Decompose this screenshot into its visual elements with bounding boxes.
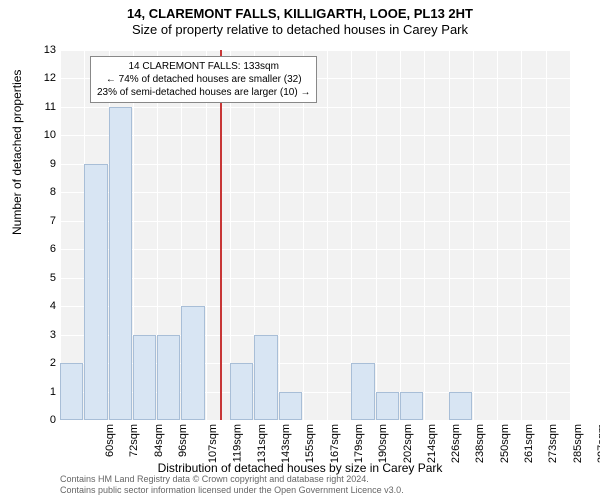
gridline-v: [206, 50, 207, 420]
x-tick-label: 72sqm: [128, 424, 140, 457]
histogram-bar: [279, 392, 302, 420]
gridline-h: [60, 107, 570, 108]
gridline-v: [303, 50, 304, 420]
histogram-bar: [109, 107, 132, 420]
gridline-v: [473, 50, 474, 420]
annot-line3: 23% of semi-detached houses are larger (…: [97, 86, 310, 99]
chart-subtitle: Size of property relative to detached ho…: [0, 22, 600, 37]
x-tick-label: 190sqm: [377, 424, 389, 463]
y-tick-label: 1: [50, 386, 56, 398]
histogram-bar: [157, 335, 180, 420]
y-tick-label: 6: [50, 243, 56, 255]
gridline-h: [60, 306, 570, 307]
footer-line1: Contains HM Land Registry data © Crown c…: [60, 474, 404, 485]
gridline-h: [60, 420, 570, 421]
gridline-v: [279, 50, 280, 420]
gridline-h: [60, 164, 570, 165]
y-tick-label: 12: [44, 72, 56, 84]
gridline-v: [521, 50, 522, 420]
property-marker-line: [220, 50, 222, 420]
histogram-bar: [60, 363, 83, 420]
annot-line2: ← 74% of detached houses are smaller (32…: [97, 73, 310, 86]
gridline-h: [60, 192, 570, 193]
x-tick-label: 285sqm: [572, 424, 584, 463]
x-tick-label: 84sqm: [153, 424, 165, 457]
histogram-bar: [254, 335, 277, 420]
gridline-h: [60, 135, 570, 136]
histogram-bar: [449, 392, 472, 420]
y-tick-label: 13: [44, 44, 56, 56]
gridline-v: [449, 50, 450, 420]
gridline-h: [60, 221, 570, 222]
x-tick-label: 167sqm: [329, 424, 341, 463]
gridline-h: [60, 278, 570, 279]
y-tick-label: 0: [50, 414, 56, 426]
y-tick-label: 4: [50, 300, 56, 312]
y-tick-label: 10: [44, 129, 56, 141]
histogram-bar: [400, 392, 423, 420]
gridline-v: [497, 50, 498, 420]
x-tick-label: 155sqm: [305, 424, 317, 463]
gridline-v: [424, 50, 425, 420]
x-tick-label: 226sqm: [450, 424, 462, 463]
x-tick-label: 143sqm: [280, 424, 292, 463]
histogram-bar: [181, 306, 204, 420]
histogram-bar: [376, 392, 399, 420]
plot-area: [60, 50, 570, 420]
gridline-v: [570, 50, 571, 420]
x-tick-label: 250sqm: [499, 424, 511, 463]
footer-attribution: Contains HM Land Registry data © Crown c…: [60, 474, 404, 496]
annotation-box: 14 CLAREMONT FALLS: 133sqm← 74% of detac…: [90, 56, 317, 103]
y-tick-label: 11: [45, 101, 56, 113]
annot-line1: 14 CLAREMONT FALLS: 133sqm: [97, 60, 310, 73]
x-tick-label: 107sqm: [207, 424, 219, 463]
chart-title: 14, CLAREMONT FALLS, KILLIGARTH, LOOE, P…: [0, 6, 600, 21]
x-tick-label: 238sqm: [475, 424, 487, 463]
x-tick-label: 214sqm: [426, 424, 438, 463]
y-tick-label: 5: [50, 272, 56, 284]
histogram-bar: [230, 363, 253, 420]
x-tick-label: 96sqm: [177, 424, 189, 457]
y-axis-label: Number of detached properties: [10, 70, 24, 235]
x-tick-label: 202sqm: [402, 424, 414, 463]
x-tick-label: 261sqm: [523, 424, 535, 463]
gridline-h: [60, 50, 570, 51]
x-tick-label: 273sqm: [547, 424, 559, 463]
y-tick-label: 7: [50, 215, 56, 227]
x-tick-label: 60sqm: [104, 424, 116, 457]
histogram-bar: [133, 335, 156, 420]
gridline-v: [400, 50, 401, 420]
y-tick-label: 8: [50, 186, 56, 198]
histogram-bar: [351, 363, 374, 420]
x-tick-label: 131sqm: [256, 424, 268, 463]
x-tick-label: 179sqm: [353, 424, 365, 463]
gridline-v: [546, 50, 547, 420]
footer-line2: Contains public sector information licen…: [60, 485, 404, 496]
y-tick-label: 3: [50, 329, 56, 341]
x-tick-label: 297sqm: [596, 424, 600, 463]
histogram-bar: [84, 164, 107, 420]
gridline-h: [60, 249, 570, 250]
x-tick-label: 119sqm: [231, 424, 243, 462]
gridline-v: [327, 50, 328, 420]
y-tick-label: 2: [50, 357, 56, 369]
y-tick-label: 9: [50, 158, 56, 170]
gridline-v: [376, 50, 377, 420]
